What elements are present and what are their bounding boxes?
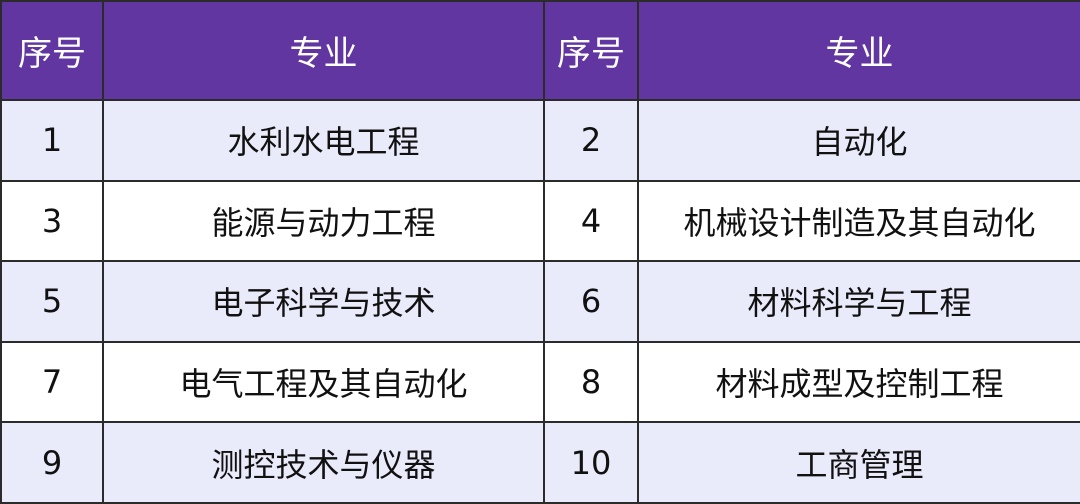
cell-major: 能源与动力工程 bbox=[102, 179, 545, 263]
table-row: 1 水利水电工程 2 自动化 bbox=[0, 99, 1080, 182]
cell-major: 电子科学与技术 bbox=[102, 260, 545, 343]
header-major-2: 专业 bbox=[637, 0, 1080, 101]
cell-major: 材料成型及控制工程 bbox=[637, 340, 1080, 424]
cell-no: 3 bbox=[0, 179, 104, 263]
cell-major: 电气工程及其自动化 bbox=[102, 340, 545, 424]
cell-no: 4 bbox=[543, 179, 639, 263]
cell-major: 自动化 bbox=[637, 99, 1080, 182]
table-row: 3 能源与动力工程 4 机械设计制造及其自动化 bbox=[0, 179, 1080, 263]
cell-no: 2 bbox=[543, 99, 639, 182]
table-row: 7 电气工程及其自动化 8 材料成型及控制工程 bbox=[0, 340, 1080, 424]
table-row: 9 测控技术与仪器 10 工商管理 bbox=[0, 421, 1080, 504]
cell-no: 9 bbox=[0, 421, 104, 504]
header-no: 序号 bbox=[0, 0, 104, 101]
cell-no: 1 bbox=[0, 99, 104, 182]
cell-no: 5 bbox=[0, 260, 104, 343]
cell-no: 7 bbox=[0, 340, 104, 424]
header-row: 序号 专业 序号 专业 bbox=[0, 0, 1080, 101]
header-major: 专业 bbox=[102, 0, 545, 101]
cell-major: 测控技术与仪器 bbox=[102, 421, 545, 504]
table-row: 5 电子科学与技术 6 材料科学与工程 bbox=[0, 260, 1080, 343]
cell-major: 水利水电工程 bbox=[102, 99, 545, 182]
cell-major: 材料科学与工程 bbox=[637, 260, 1080, 343]
cell-major: 工商管理 bbox=[637, 421, 1080, 504]
header-no-2: 序号 bbox=[543, 0, 639, 101]
cell-no: 6 bbox=[543, 260, 639, 343]
cell-no: 8 bbox=[543, 340, 639, 424]
cell-major: 机械设计制造及其自动化 bbox=[637, 179, 1080, 263]
cell-no: 10 bbox=[543, 421, 639, 504]
